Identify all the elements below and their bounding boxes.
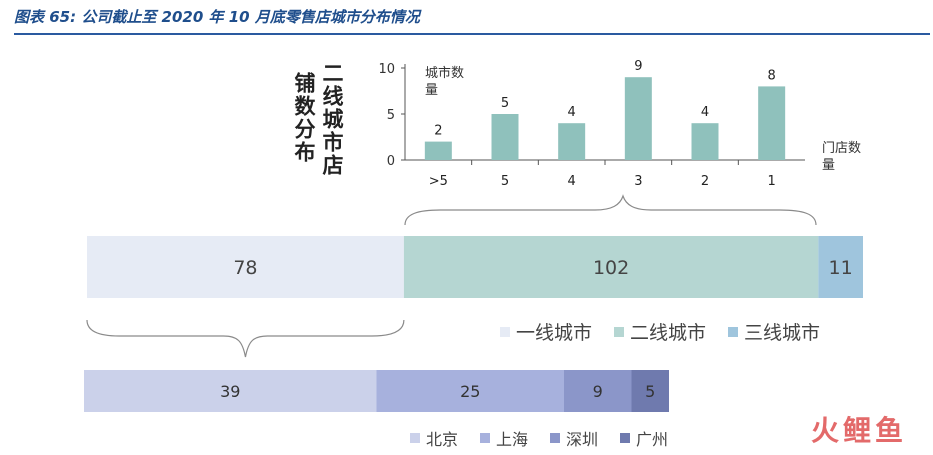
legend-item-tier3: 三线城市 [728, 318, 820, 345]
legend-item-guangzhou: 广州 [620, 426, 668, 450]
bar-1 [491, 114, 519, 160]
x-axis-label: 门店数量 [822, 141, 862, 173]
tier-segment-2 [818, 236, 863, 298]
legend-label-tier2: 二线城市 [630, 322, 707, 344]
y-tick-label: 0 [387, 154, 395, 169]
tier-legend: 一线城市 二线城市 三线城市 [500, 318, 820, 345]
legend-label-beijing: 北京 [426, 430, 459, 449]
legend-label-shenzhen: 深圳 [566, 430, 599, 449]
tier-segment-label: 11 [829, 257, 853, 279]
x-tick-label: 2 [701, 174, 709, 189]
legend-swatch-tier1 [500, 326, 510, 337]
y-tick-label: 5 [387, 108, 395, 123]
legend-swatch-guangzhou [620, 433, 631, 443]
legend-label-tier3: 三线城市 [744, 322, 821, 344]
tier-segment-label: 78 [233, 257, 257, 279]
side-label-col2: 二线城市店 [320, 62, 345, 177]
bar-0 [424, 141, 452, 160]
city-segment-label: 9 [593, 382, 603, 401]
legend-item-shenzhen: 深圳 [550, 426, 598, 450]
city-segment-label: 25 [460, 382, 480, 401]
legend-label-tier1: 一线城市 [516, 322, 593, 344]
city-segment-3 [631, 370, 669, 412]
legend-swatch-tier3 [728, 326, 739, 337]
y-axis-label: 城市数量 [425, 66, 465, 98]
city-segment-2 [564, 370, 632, 412]
bar-3 [624, 77, 652, 160]
bar-value-label: 9 [634, 59, 642, 74]
x-tick-label: >5 [429, 174, 448, 189]
bar-2 [558, 123, 586, 160]
legend-swatch-beijing [410, 433, 420, 443]
legend-label-shanghai: 上海 [496, 430, 529, 449]
bar-value-label: 4 [701, 105, 709, 120]
brace-top [404, 194, 817, 226]
legend-swatch-tier2 [614, 326, 625, 337]
legend-item-beijing: 北京 [410, 426, 458, 450]
city-segment-1 [376, 370, 564, 412]
tier-segment-0 [87, 236, 404, 298]
bar-value-label: 4 [568, 105, 576, 120]
x-tick-label: 3 [634, 174, 642, 189]
city-legend: 北京 上海 深圳 广州 [410, 426, 668, 450]
figure-title: 图表 65: 公司截止至 2020 年 10 月底零售店城市分布情况 [14, 8, 420, 26]
x-tick-label: 5 [501, 174, 509, 189]
x-tick-label: 1 [768, 174, 776, 189]
y-tick-label: 10 [378, 62, 395, 77]
bar-value-label: 2 [434, 124, 442, 139]
city-segment-0 [84, 370, 377, 412]
bar-value-label: 5 [501, 96, 509, 111]
legend-item-tier2: 二线城市 [614, 318, 706, 345]
title-divider [14, 33, 930, 35]
city-segment-label: 39 [220, 382, 240, 401]
tier-segment-label: 102 [593, 257, 629, 279]
bar-5 [758, 86, 786, 160]
legend-swatch-shenzhen [550, 433, 561, 443]
bar-4 [691, 123, 719, 160]
legend-label-guangzhou: 广州 [636, 430, 669, 449]
brace-bottom [86, 319, 405, 358]
watermark-logo: 火鲤鱼 [810, 414, 907, 447]
legend-item-shanghai: 上海 [480, 426, 528, 450]
side-label-col1: 铺数分布 [292, 72, 317, 164]
bar-value-label: 8 [768, 68, 776, 83]
legend-swatch-shanghai [480, 433, 491, 443]
x-tick-label: 4 [568, 174, 576, 189]
city-segment-label: 5 [645, 382, 655, 401]
tier-segment-1 [403, 236, 819, 298]
legend-item-tier1: 一线城市 [500, 318, 592, 345]
